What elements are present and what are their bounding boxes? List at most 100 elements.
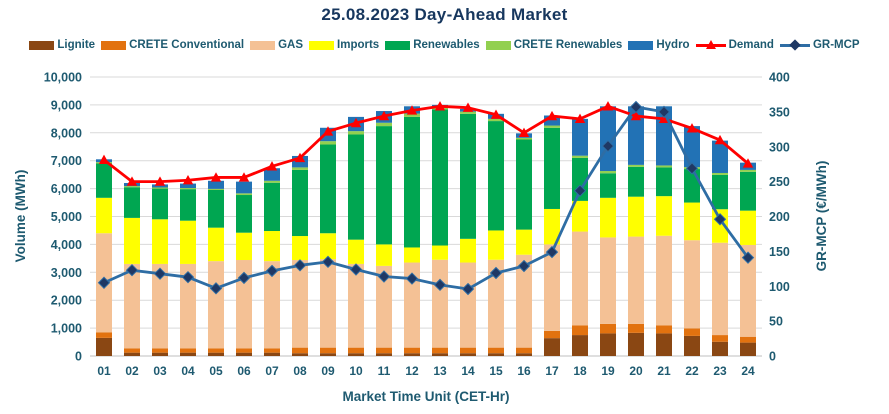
bar-segment-imports [264, 231, 280, 262]
demand-line [103, 104, 749, 184]
x-tick-label: 09 [321, 364, 335, 378]
legend-item-lignite: Lignite [29, 39, 95, 51]
x-tick-label: 15 [489, 364, 503, 378]
bar-segment-crete-conventional [96, 332, 112, 338]
demand-triangle-marker [378, 110, 390, 121]
bar-segment-imports [404, 247, 420, 263]
x-tick-label: 11 [378, 364, 391, 378]
x-tick-label: 01 [97, 364, 111, 378]
legend-label: GAS [278, 39, 304, 51]
bar-segment-crete-renewables [740, 169, 756, 172]
bar-segment-crete-renewables [236, 193, 252, 196]
bar-segment-renewables [292, 169, 308, 237]
bar-segment-imports [740, 210, 756, 245]
bar-segment-gas [348, 263, 364, 348]
legend-item-crete-conventional: CRETE Conventional [101, 39, 244, 51]
bar-segment-crete-renewables [712, 172, 728, 175]
bar-segment-lignite [460, 353, 476, 356]
right-tick-label: 250 [769, 175, 790, 189]
right-tick-label: 400 [769, 71, 790, 85]
bar-segment-crete-conventional [208, 348, 224, 353]
legend-label: Hydro [656, 39, 690, 51]
bar-segment-gas [656, 235, 672, 326]
bar-segment-hydro [712, 140, 728, 173]
demand-triangle-marker [518, 127, 530, 137]
bar-segment-renewables [348, 134, 364, 240]
bar-segment-gas [684, 240, 700, 329]
bar-segment-lignite [684, 335, 700, 356]
bar-segment-renewables [152, 188, 168, 220]
bar-segment-renewables [460, 113, 476, 239]
right-tick-label: 200 [769, 210, 790, 224]
bar-segment-lignite [152, 352, 168, 356]
bar-segment-crete-renewables [656, 165, 672, 168]
x-tick-label: 05 [209, 364, 223, 378]
bar-segment-lignite [236, 352, 252, 356]
legend-swatch-icon [385, 40, 411, 50]
legend-swatch-icon [309, 40, 335, 50]
bar-segment-crete-conventional [488, 347, 504, 354]
x-tick-label: 16 [517, 364, 531, 378]
x-tick-label: 20 [629, 364, 643, 378]
bar-segment-lignite [208, 352, 224, 356]
bar-segment-crete-conventional [292, 347, 308, 354]
bar-segment-crete-conventional [460, 347, 476, 354]
gr-mcp-diamond-marker [237, 271, 251, 285]
gr-mcp-diamond-marker [657, 105, 671, 119]
bar-segment-imports [628, 196, 644, 237]
demand-triangle-marker [238, 172, 250, 182]
bar-segment-lignite [740, 342, 756, 356]
bar-segment-gas [516, 254, 532, 348]
bar-segment-crete-conventional [628, 323, 644, 333]
gr-mcp-diamond-marker [265, 264, 279, 278]
bar-segment-imports [376, 244, 392, 266]
bar-segment-hydro [544, 115, 560, 126]
legend-item-gas: GAS [250, 39, 303, 51]
bar-segment-renewables [628, 166, 644, 197]
bar-segment-imports [656, 196, 672, 236]
legend-item-demand: Demand [695, 39, 774, 51]
bar-segment-crete-conventional [404, 347, 420, 354]
left-tick-label: 9,000 [51, 98, 82, 112]
bar-segment-gas [460, 262, 476, 348]
demand-triangle-marker [546, 110, 558, 121]
bar-segment-imports [96, 197, 112, 234]
bar-segment-renewables [376, 126, 392, 245]
bar-segment-crete-conventional [124, 348, 140, 353]
demand-triangle-marker [462, 102, 474, 112]
bar-segment-crete-renewables [376, 122, 392, 127]
chart-title: 25.08.2023 Day-Ahead Market [321, 5, 568, 24]
bar-segment-gas [600, 237, 616, 324]
bar-segment-renewables [600, 173, 616, 198]
demand-triangle-marker [434, 101, 446, 111]
demand-triangle-marker [182, 175, 194, 185]
left-axis-title: Volume (MWh) [13, 169, 28, 263]
x-tick-label: 22 [685, 364, 699, 378]
gr-mcp-diamond-marker [405, 272, 419, 285]
legend-swatch-icon [29, 40, 55, 50]
left-tick-label: 8,000 [51, 126, 82, 140]
bar-segment-crete-renewables [544, 125, 560, 128]
left-tick-label: 7,000 [51, 154, 82, 168]
legend-swatch-icon [485, 40, 511, 50]
bar-segment-renewables [740, 171, 756, 211]
bar-segment-hydro [572, 118, 588, 156]
gr-mcp-diamond-marker [97, 276, 111, 289]
bar-segment-gas [208, 261, 224, 349]
x-tick-label: 24 [741, 364, 755, 378]
bar-segment-crete-conventional [236, 348, 252, 353]
legend-swatch-icon [101, 40, 127, 50]
gr-mcp-diamond-marker [741, 251, 755, 264]
left-tick-label: 0 [75, 350, 82, 364]
bar-segment-crete-renewables [264, 180, 280, 183]
bar-segment-renewables [208, 189, 224, 228]
bar-segment-imports [320, 233, 336, 260]
bar-segment-crete-conventional [376, 347, 392, 354]
demand-triangle-marker [406, 105, 418, 115]
bar-segment-gas [264, 261, 280, 349]
bar-segment-hydro [628, 106, 644, 165]
bar-segment-gas [488, 259, 504, 348]
bar-segment-imports [292, 236, 308, 261]
legend-item-renewables: Renewables [385, 39, 480, 51]
